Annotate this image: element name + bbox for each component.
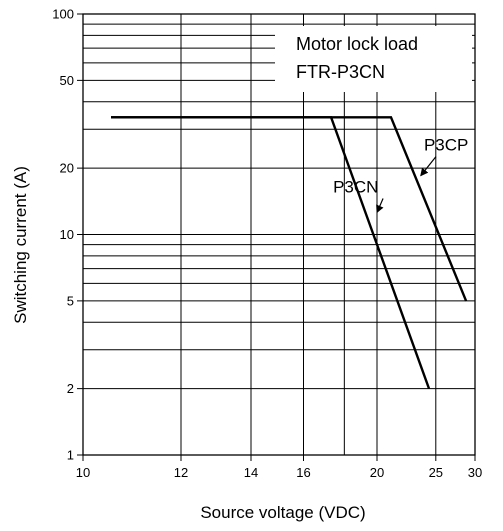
series-label-p3cp: P3CP xyxy=(424,136,468,155)
y-tick-label: 20 xyxy=(60,161,74,176)
x-tick-label: 12 xyxy=(174,465,188,480)
series-label-p3cn: P3CN xyxy=(333,178,378,197)
series-arrow-p3cn xyxy=(376,198,384,214)
y-tick-label: 2 xyxy=(67,381,74,396)
x-tick-label: 10 xyxy=(76,465,90,480)
series-lines xyxy=(111,116,468,390)
chart-title-box xyxy=(275,26,472,92)
x-tick-label: 25 xyxy=(429,465,443,480)
series-annotations: P3CN P3CP xyxy=(333,136,468,214)
x-tick-label: 30 xyxy=(468,465,482,480)
chart-title-line-2: FTR-P3CN xyxy=(296,62,385,82)
x-axis-label: Source voltage (VDC) xyxy=(200,503,365,522)
series-line-p3cp xyxy=(111,116,468,302)
chart-title-line-1: Motor lock load xyxy=(296,34,418,54)
series-line-p3cn xyxy=(111,116,431,390)
y-tick-label: 1 xyxy=(67,448,74,463)
y-tick-label: 50 xyxy=(60,73,74,88)
x-tick-label: 16 xyxy=(296,465,310,480)
y-tick-label: 5 xyxy=(67,293,74,308)
x-tick-label: 14 xyxy=(244,465,258,480)
y-tick-label: 100 xyxy=(52,7,74,22)
x-tick-label: 20 xyxy=(370,465,384,480)
series-arrow-p3cp xyxy=(420,156,437,177)
y-tick-label: 10 xyxy=(60,227,74,242)
plot-frame xyxy=(82,13,476,456)
y-axis-label: Switching current (A) xyxy=(11,166,30,324)
